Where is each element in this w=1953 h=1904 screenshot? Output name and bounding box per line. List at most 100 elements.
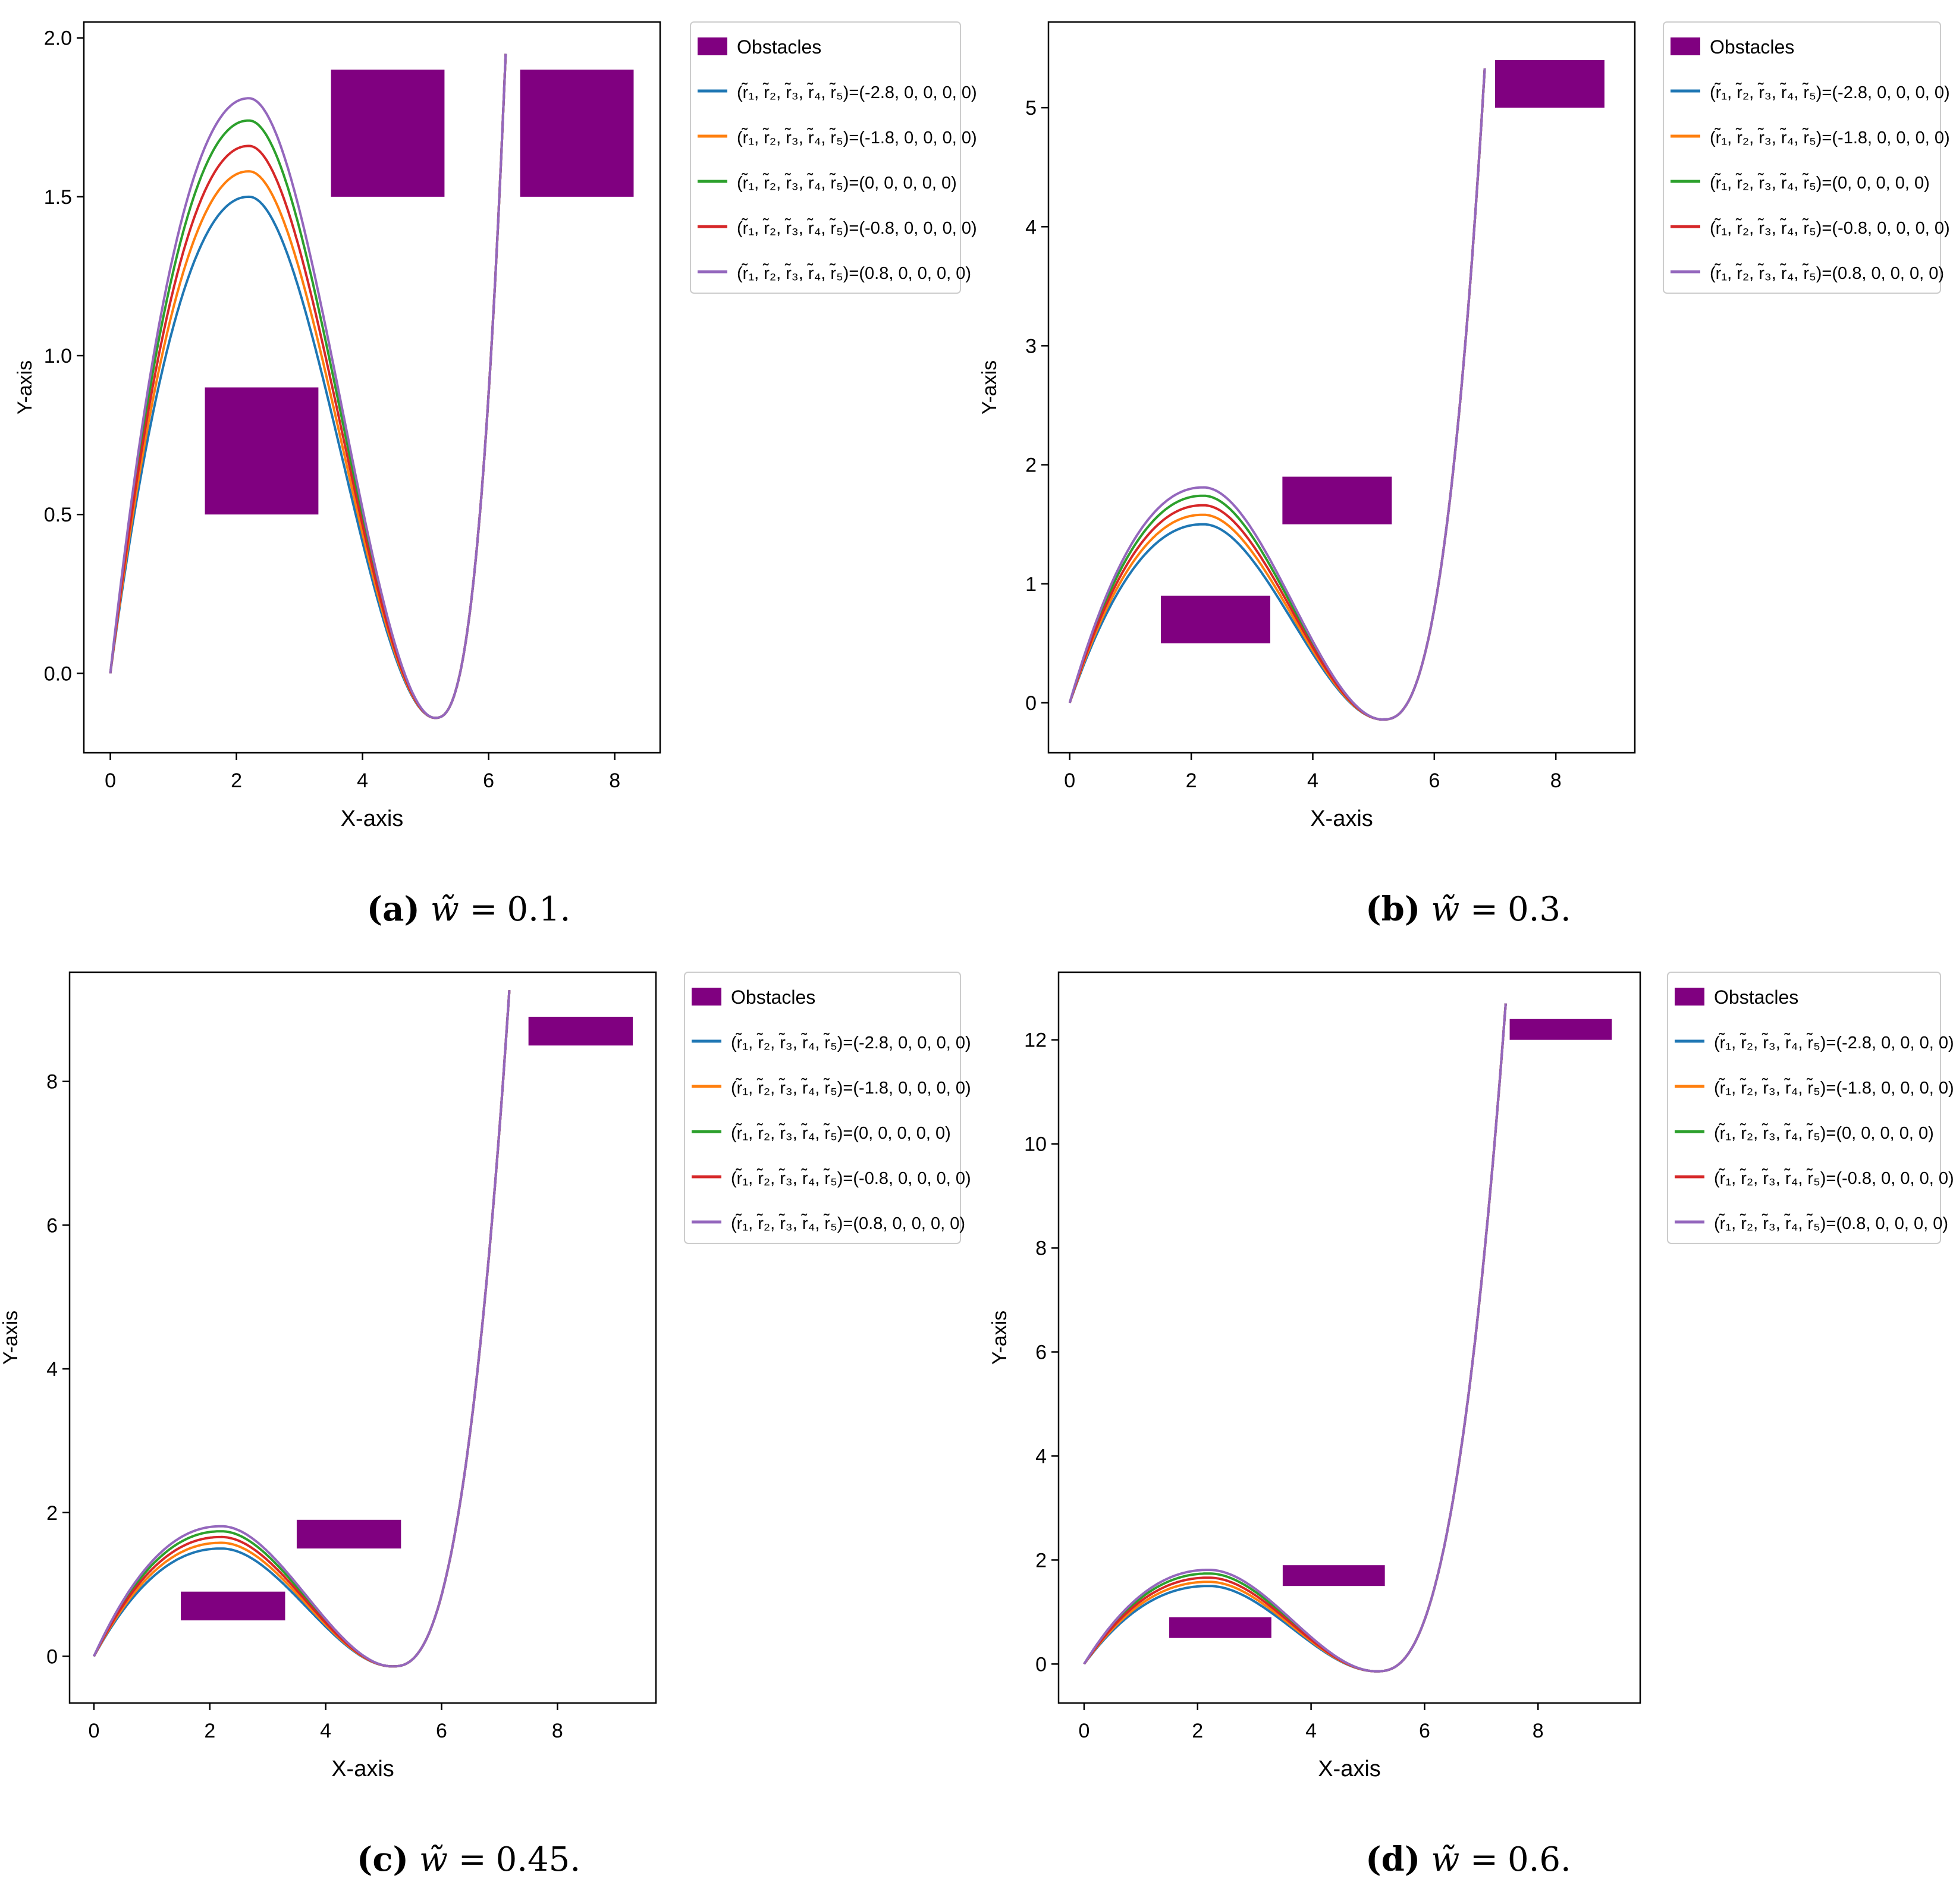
y-tick-label: 10 — [1024, 1133, 1047, 1156]
series-line — [1068, 68, 1486, 721]
legend-series-value: (-2.8, 0, 0, 0, 0) — [859, 83, 976, 102]
legend-series-label: (r̃₁, r̃₂, r̃₃, r̃₄, r̃₅)=(-0.8, 0, 0, 0… — [1710, 218, 1950, 238]
legend-series-prefix: (r̃₁, r̃₂, r̃₃, r̃₄, r̃₅)= — [731, 1214, 853, 1233]
y-tick-label: 2 — [1025, 454, 1037, 477]
series-line — [1083, 1003, 1507, 1673]
legend-series-value: (0, 0, 0, 0, 0) — [1836, 1124, 1933, 1143]
legend-series-label: (r̃₁, r̃₂, r̃₃, r̃₄, r̃₅)=(-0.8, 0, 0, 0… — [1714, 1168, 1953, 1188]
legend-series-prefix: (r̃₁, r̃₂, r̃₃, r̃₄, r̃₅)= — [737, 83, 859, 102]
y-tick-label: 2 — [1035, 1549, 1047, 1572]
legend-series-prefix: (r̃₁, r̃₂, r̃₃, r̃₄, r̃₅)= — [1710, 128, 1832, 147]
legend-series-label: (r̃₁, r̃₂, r̃₃, r̃₄, r̃₅)=(-2.8, 0, 0, 0… — [1710, 83, 1950, 102]
series-line — [1068, 68, 1486, 721]
legend-series-label: (r̃₁, r̃₂, r̃₃, r̃₄, r̃₅)=(0, 0, 0, 0, 0… — [737, 173, 957, 193]
y-axis-label: Y-axis — [978, 360, 1001, 414]
caption-value: 0.45. — [496, 1840, 581, 1879]
legend-series-label: (r̃₁, r̃₂, r̃₃, r̃₄, r̃₅)=(0, 0, 0, 0, 0… — [731, 1123, 951, 1143]
obstacle-rect — [1169, 1617, 1271, 1638]
x-tick-label: 4 — [357, 769, 368, 792]
legend-series-label: (r̃₁, r̃₂, r̃₃, r̃₄, r̃₅)=(-2.8, 0, 0, 0… — [737, 83, 977, 102]
y-tick-label: 6 — [1035, 1341, 1047, 1364]
legend-series-value: (-1.8, 0, 0, 0, 0) — [859, 128, 976, 147]
plot-frame — [1047, 21, 1636, 754]
legend-series-prefix: (r̃₁, r̃₂, r̃₃, r̃₄, r̃₅)= — [737, 218, 859, 238]
series-line — [109, 54, 507, 720]
legend-frame — [1667, 972, 1941, 1244]
caption-value: 0.3. — [1508, 890, 1571, 929]
y-axis-label: Y-axis — [988, 1311, 1011, 1365]
x-axis-label: X-axis — [1310, 806, 1373, 831]
x-axis-label: X-axis — [1318, 1757, 1381, 1782]
legend-obstacle-swatch — [1675, 988, 1704, 1006]
y-tick-label: 0 — [46, 1645, 58, 1668]
legend-series-prefix: (r̃₁, r̃₂, r̃₃, r̃₄, r̃₅)= — [1710, 218, 1832, 238]
caption-symbol: w̃ = — [431, 890, 498, 929]
obstacle-rect — [1161, 595, 1270, 643]
caption-value: 0.6. — [1508, 1840, 1571, 1879]
legend-series-value: (0, 0, 0, 0, 0) — [859, 174, 956, 193]
legend-series-label: (r̃₁, r̃₂, r̃₃, r̃₄, r̃₅)=(0, 0, 0, 0, 0… — [1714, 1123, 1934, 1143]
legend-series-label: (r̃₁, r̃₂, r̃₃, r̃₄, r̃₅)=(-0.8, 0, 0, 0… — [731, 1168, 971, 1188]
legend-obstacles-label: Obstacles — [1714, 986, 1798, 1008]
panel-caption: (d) w̃ = 0.6. — [1365, 1840, 1571, 1879]
legend-series-prefix: (r̃₁, r̃₂, r̃₃, r̃₄, r̃₅)= — [1714, 1214, 1836, 1233]
y-tick-label: 0.5 — [44, 504, 72, 526]
x-tick-label: 0 — [105, 769, 116, 792]
legend-obstacle-swatch — [1671, 37, 1700, 55]
obstacle-rect — [205, 387, 319, 515]
legend-series-prefix: (r̃₁, r̃₂, r̃₃, r̃₄, r̃₅)= — [1710, 83, 1832, 102]
legend-series-label: (r̃₁, r̃₂, r̃₃, r̃₄, r̃₅)=(0.8, 0, 0, 0,… — [1710, 263, 1944, 283]
obstacle-rect — [1509, 1019, 1612, 1040]
y-tick-label: 4 — [1035, 1446, 1047, 1468]
obstacle-rect — [296, 1519, 401, 1549]
legend-series-label: (r̃₁, r̃₂, r̃₃, r̃₄, r̃₅)=(-2.8, 0, 0, 0… — [731, 1033, 971, 1052]
legend-obstacles-label: Obstacles — [1710, 36, 1794, 58]
y-axis-label: Y-axis — [14, 360, 36, 414]
panel-b: 0 2 4 6 8 0 1 2 3 4 5 X-axis Y-axis Obstacles (r̃₁, r̃… — [978, 21, 1950, 929]
obstacle-rect — [331, 70, 445, 197]
legend-series-label: (r̃₁, r̃₂, r̃₃, r̃₄, r̃₅)=(-1.8, 0, 0, 0… — [1710, 128, 1950, 147]
obstacle-rect — [1282, 476, 1392, 524]
y-tick-label: 0 — [1035, 1653, 1047, 1676]
legend-series-value: (0.8, 0, 0, 0, 0) — [853, 1214, 965, 1233]
x-tick-label: 2 — [1186, 769, 1197, 792]
panel-d: 0 2 4 6 8 0 2 4 6 8 10 12 X-axis Y-axis Obstacles (r̃₁,… — [988, 971, 1953, 1879]
legend-obstacles-label: Obstacles — [737, 36, 821, 58]
legend-series-prefix: (r̃₁, r̃₂, r̃₃, r̃₄, r̃₅)= — [731, 1078, 853, 1098]
y-tick-label: 4 — [1025, 216, 1037, 238]
caption-letter: (b) — [1365, 890, 1420, 929]
legend-obstacle-swatch — [692, 988, 721, 1006]
legend-series-label: (r̃₁, r̃₂, r̃₃, r̃₄, r̃₅)=(-0.8, 0, 0, 0… — [737, 218, 977, 238]
legend-series-value: (-1.8, 0, 0, 0, 0) — [1836, 1079, 1953, 1098]
legend: Obstacles (r̃₁, r̃₂, r̃₃, r̃₄, r̃₅)=(-2.8… — [1663, 21, 1950, 294]
x-tick-label: 6 — [436, 1720, 447, 1742]
x-axis-label: X-axis — [331, 1757, 394, 1782]
y-tick-label: 1.5 — [44, 186, 72, 209]
y-tick-label: 5 — [1025, 97, 1037, 120]
series-line — [109, 54, 507, 720]
legend-series-value: (-1.8, 0, 0, 0, 0) — [1832, 128, 1949, 147]
legend-frame — [684, 972, 961, 1244]
legend-series-value: (-2.8, 0, 0, 0, 0) — [1836, 1033, 1953, 1052]
legend-series-value: (-0.8, 0, 0, 0, 0) — [1832, 219, 1949, 238]
caption-letter: (c) — [357, 1840, 409, 1879]
series-line — [1068, 68, 1486, 721]
x-tick-label: 8 — [1550, 769, 1562, 792]
y-tick-label: 4 — [46, 1358, 58, 1381]
legend-series-value: (-0.8, 0, 0, 0, 0) — [853, 1169, 971, 1188]
legend-series-label: (r̃₁, r̃₂, r̃₃, r̃₄, r̃₅)=(0.8, 0, 0, 0,… — [731, 1214, 965, 1233]
x-tick-label: 4 — [1305, 1720, 1317, 1742]
x-tick-label: 6 — [1428, 769, 1440, 792]
legend-series-prefix: (r̃₁, r̃₂, r̃₃, r̃₄, r̃₅)= — [737, 173, 859, 193]
x-tick-label: 8 — [609, 769, 620, 792]
y-tick-label: 2 — [46, 1502, 58, 1525]
legend-series-value: (0.8, 0, 0, 0, 0) — [1832, 264, 1944, 283]
y-tick-label: 12 — [1024, 1029, 1047, 1052]
caption-symbol: w̃ = — [419, 1840, 486, 1879]
caption-value: 0.1. — [507, 890, 571, 929]
series-line — [1068, 68, 1486, 721]
y-tick-label: 6 — [46, 1214, 58, 1237]
caption-letter: (a) — [367, 890, 420, 929]
legend-series-value: (0.8, 0, 0, 0, 0) — [859, 264, 971, 283]
